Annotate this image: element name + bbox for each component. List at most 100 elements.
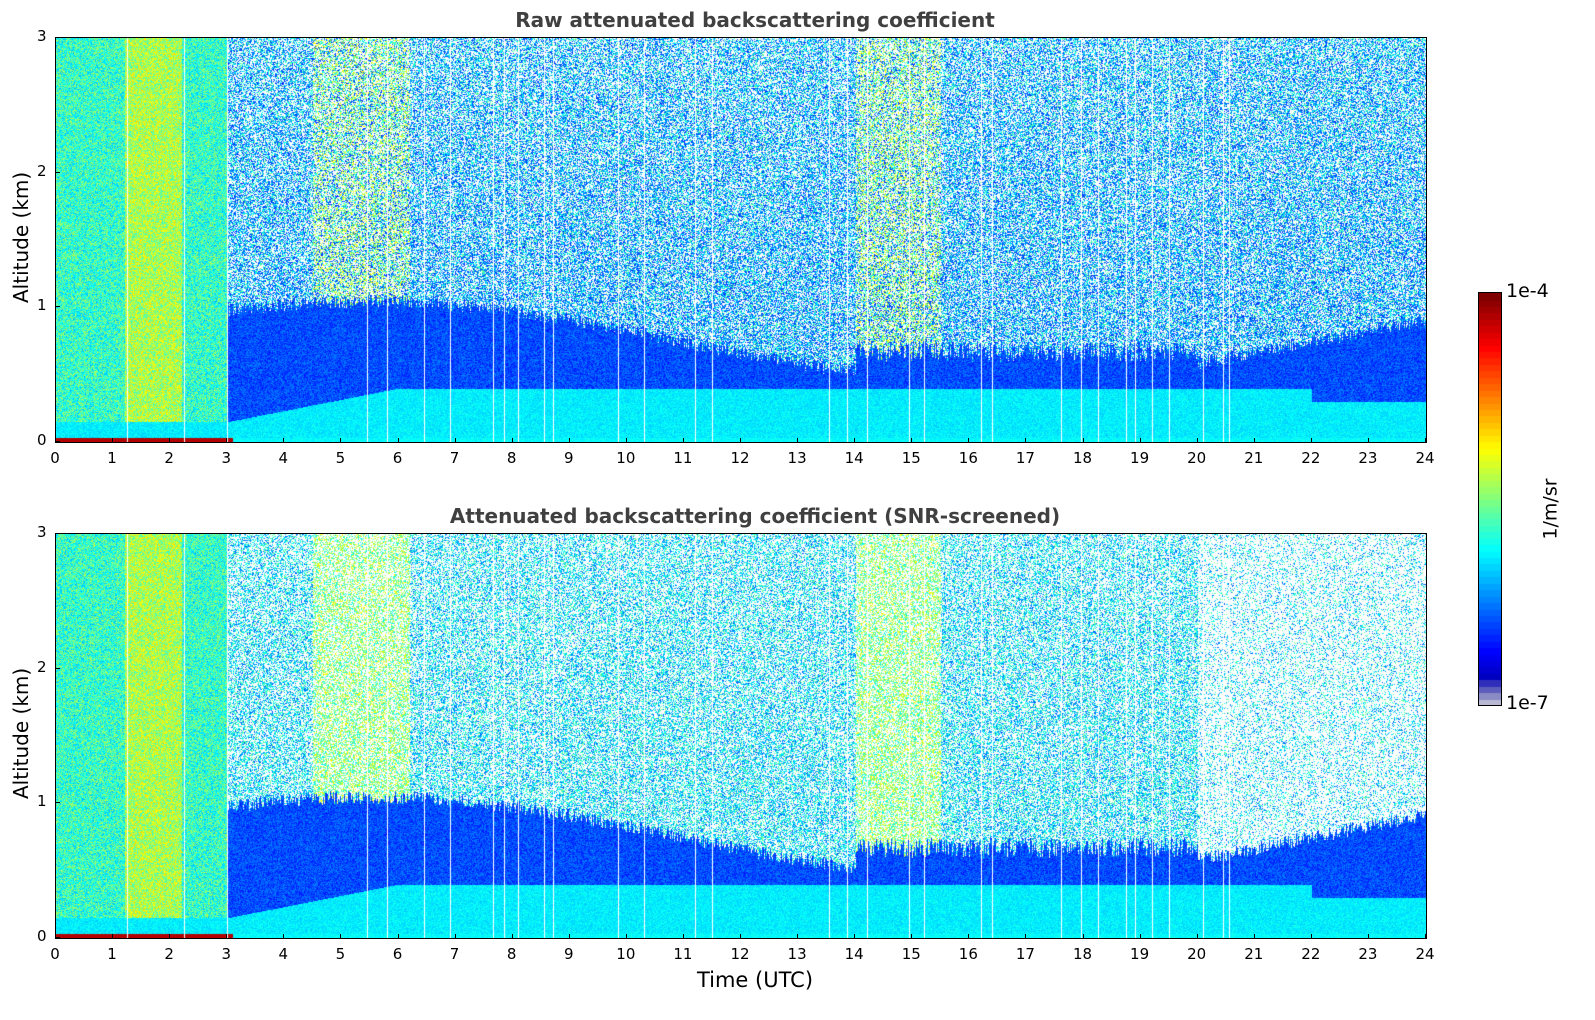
x-tick-mark bbox=[226, 934, 228, 939]
x-tick-mark bbox=[340, 934, 342, 939]
x-tick-label: 11 bbox=[673, 945, 693, 963]
y-tick-mark bbox=[55, 441, 60, 442]
colorbar-gradient bbox=[1479, 293, 1501, 705]
x-tick-label: 23 bbox=[1358, 945, 1378, 963]
y-tick-mark bbox=[55, 306, 60, 308]
x-tick-mark bbox=[55, 438, 56, 443]
x-tick-mark bbox=[1025, 438, 1027, 443]
x-tick-label: 15 bbox=[901, 945, 921, 963]
x-tick-mark bbox=[1025, 934, 1027, 939]
x-tick-mark bbox=[568, 438, 570, 443]
x-tick-mark bbox=[1082, 934, 1084, 939]
x-axis-label: Time (UTC) bbox=[696, 968, 814, 992]
x-tick-label: 17 bbox=[1015, 449, 1035, 467]
y-tick-label: 0 bbox=[37, 431, 47, 449]
x-tick-label: 6 bbox=[392, 945, 403, 963]
colorbar-unit-label: 1/m/sr bbox=[1539, 478, 1562, 540]
x-tick-label: 16 bbox=[958, 945, 978, 963]
y-tick-label: 0 bbox=[37, 927, 47, 945]
x-tick-mark bbox=[511, 934, 513, 939]
x-tick-label: 23 bbox=[1358, 449, 1378, 467]
y-tick-mark bbox=[55, 37, 60, 38]
x-tick-mark bbox=[854, 934, 856, 939]
x-tick-mark bbox=[340, 438, 342, 443]
y-tick-mark bbox=[55, 667, 60, 669]
x-tick-mark bbox=[968, 438, 970, 443]
x-tick-label: 19 bbox=[1130, 449, 1150, 467]
heatmap-top bbox=[56, 38, 1426, 442]
x-tick-label: 0 bbox=[50, 945, 60, 963]
x-tick-label: 15 bbox=[901, 449, 921, 467]
x-tick-label: 5 bbox=[335, 945, 346, 963]
x-tick-label: 17 bbox=[1015, 945, 1035, 963]
x-tick-label: 8 bbox=[506, 449, 517, 467]
x-tick-mark bbox=[1367, 438, 1369, 443]
x-tick-label: 9 bbox=[563, 945, 574, 963]
x-tick-mark bbox=[911, 934, 913, 939]
x-tick-mark bbox=[1139, 438, 1141, 443]
x-tick-mark bbox=[1425, 934, 1426, 939]
x-tick-mark bbox=[968, 934, 970, 939]
plot-area-bottom bbox=[55, 533, 1427, 939]
x-tick-label: 13 bbox=[787, 945, 807, 963]
x-tick-mark bbox=[397, 934, 399, 939]
y-tick-label: 2 bbox=[37, 161, 47, 180]
x-tick-mark bbox=[283, 934, 285, 939]
x-tick-label: 19 bbox=[1130, 945, 1150, 963]
y-tick-mark bbox=[55, 171, 60, 173]
x-tick-label: 5 bbox=[335, 449, 346, 467]
x-tick-mark bbox=[226, 438, 228, 443]
y-tick-label: 1 bbox=[37, 296, 47, 315]
x-tick-mark bbox=[625, 438, 627, 443]
heatmap-bottom bbox=[56, 534, 1426, 938]
x-tick-mark bbox=[55, 934, 56, 939]
x-tick-label: 2 bbox=[164, 449, 174, 467]
x-tick-label: 10 bbox=[616, 945, 636, 963]
x-tick-label: 18 bbox=[1072, 449, 1093, 467]
x-tick-label: 3 bbox=[221, 945, 232, 963]
y-axis-label-top: Altitude (km) bbox=[9, 171, 33, 303]
x-tick-mark bbox=[169, 438, 171, 443]
y-tick-label: 3 bbox=[37, 523, 47, 541]
x-tick-mark bbox=[740, 438, 741, 443]
colorbar bbox=[1478, 292, 1502, 706]
y-axis-label-bottom: Altitude (km) bbox=[9, 667, 33, 799]
x-tick-label: 21 bbox=[1244, 945, 1264, 963]
x-tick-label: 3 bbox=[221, 449, 232, 467]
y-tick-mark bbox=[55, 533, 60, 534]
y-tick-label: 1 bbox=[37, 792, 47, 811]
x-tick-mark bbox=[1310, 438, 1312, 443]
x-tick-mark bbox=[112, 438, 114, 443]
x-tick-label: 14 bbox=[844, 945, 864, 963]
x-tick-mark bbox=[397, 438, 399, 443]
x-tick-label: 11 bbox=[673, 449, 693, 467]
x-tick-mark bbox=[1196, 934, 1198, 939]
x-tick-mark bbox=[625, 934, 627, 939]
x-tick-mark bbox=[1253, 438, 1255, 443]
x-tick-label: 10 bbox=[616, 449, 636, 467]
x-tick-mark bbox=[854, 438, 856, 443]
x-tick-label: 4 bbox=[278, 449, 289, 467]
x-tick-mark bbox=[1139, 934, 1141, 939]
y-tick-mark bbox=[55, 937, 60, 938]
x-tick-mark bbox=[1196, 438, 1198, 443]
x-tick-label: 22 bbox=[1301, 449, 1321, 467]
x-tick-mark bbox=[740, 934, 741, 939]
x-tick-label: 12 bbox=[730, 449, 750, 467]
x-tick-label: 6 bbox=[392, 449, 403, 467]
x-tick-mark bbox=[1253, 934, 1255, 939]
x-tick-mark bbox=[283, 438, 285, 443]
x-tick-label: 21 bbox=[1244, 449, 1264, 467]
x-tick-mark bbox=[511, 438, 513, 443]
x-tick-mark bbox=[454, 934, 456, 939]
x-tick-mark bbox=[797, 934, 799, 939]
x-tick-mark bbox=[112, 934, 114, 939]
x-tick-mark bbox=[169, 934, 171, 939]
x-tick-label: 7 bbox=[449, 945, 460, 963]
chart-title-bottom: Attenuated backscattering coefficient (S… bbox=[449, 504, 1061, 528]
x-tick-label: 9 bbox=[563, 449, 574, 467]
x-tick-label: 16 bbox=[958, 449, 978, 467]
x-tick-label: 20 bbox=[1187, 449, 1207, 467]
x-tick-label: 22 bbox=[1301, 945, 1321, 963]
x-tick-label: 24 bbox=[1415, 449, 1435, 467]
